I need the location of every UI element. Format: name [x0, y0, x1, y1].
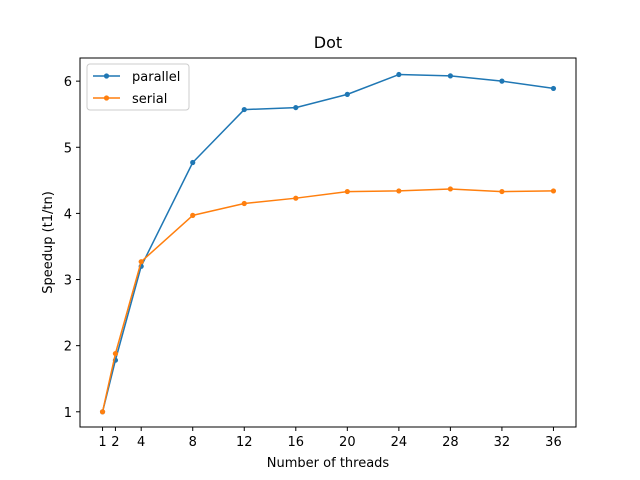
x-tick-label: 8: [189, 435, 197, 450]
series-line-serial: [101, 188, 554, 412]
data-point-serial: [550, 188, 557, 194]
y-axis: 1 2 3 4 5 6: [64, 75, 80, 421]
x-axis: 1 2 4 8 12 16 20 24 28 32 36: [98, 427, 562, 450]
x-tick-label: 36: [545, 435, 562, 450]
x-tick-label: 2: [111, 435, 119, 450]
data-point-parallel: [293, 104, 299, 111]
x-tick-label: 16: [288, 435, 305, 450]
data-point-parallel: [396, 71, 402, 78]
data-point-serial: [138, 259, 144, 265]
x-tick-label: 28: [442, 435, 459, 450]
legend-label-serial: serial: [132, 92, 167, 107]
x-tick-label: 4: [137, 435, 145, 450]
data-point-serial: [499, 188, 505, 195]
data-point-serial: [99, 409, 106, 415]
x-tick-label: 20: [339, 435, 356, 450]
data-point-parallel: [550, 85, 557, 92]
y-tick-label: 3: [64, 274, 72, 289]
data-point-parallel: [447, 73, 453, 79]
data-point-serial: [293, 195, 299, 201]
y-tick-label: 6: [64, 75, 72, 90]
y-tick-label: 4: [64, 207, 72, 222]
x-tick-label: 1: [98, 435, 106, 450]
data-point-parallel: [344, 91, 350, 97]
data-point-serial: [396, 188, 402, 194]
plot-area: [99, 71, 557, 415]
legend: parallel serial: [86, 63, 190, 111]
data-point-parallel: [499, 78, 505, 84]
data-point-serial: [447, 186, 453, 192]
y-tick-label: 2: [64, 340, 72, 355]
data-point-serial: [190, 212, 196, 218]
chart-title: Dot: [314, 33, 342, 52]
legend-marker-serial: [103, 95, 110, 101]
data-point-serial: [241, 200, 247, 207]
y-tick-label: 1: [64, 406, 72, 421]
series-line-parallel: [101, 73, 554, 412]
data-point-serial: [112, 350, 119, 357]
y-axis-label: Speedup (t1/tn): [41, 191, 56, 294]
data-point-parallel: [190, 159, 196, 166]
x-axis-label: Number of threads: [267, 456, 390, 471]
data-point-parallel: [241, 106, 247, 113]
y-tick-label: 5: [64, 141, 72, 156]
legend-label-parallel: parallel: [132, 70, 180, 85]
x-tick-label: 32: [494, 435, 511, 450]
legend-marker-parallel: [103, 73, 110, 79]
data-point-serial: [344, 188, 350, 195]
x-tick-label: 12: [236, 435, 253, 450]
plot-frame: [79, 57, 577, 428]
x-tick-label: 24: [391, 435, 408, 450]
